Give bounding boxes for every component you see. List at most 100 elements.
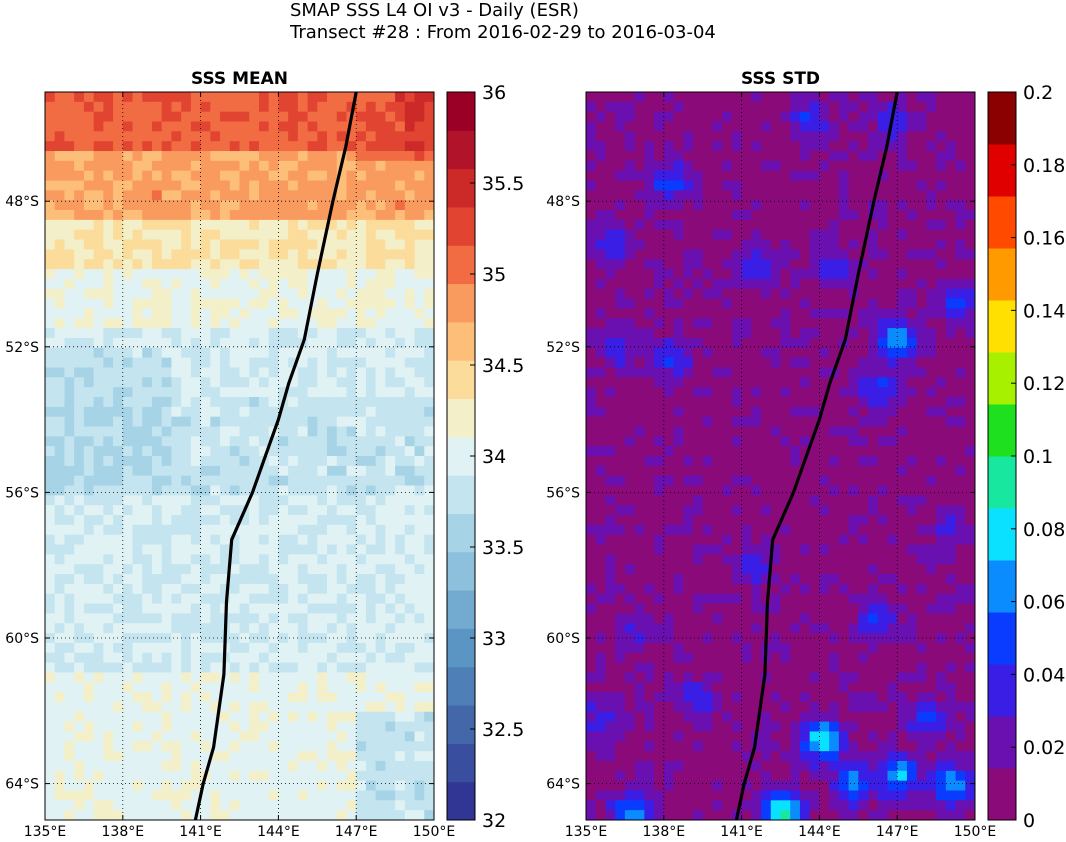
heatmap-cell xyxy=(731,544,743,555)
heatmap-cell xyxy=(317,701,328,713)
heatmap-cell xyxy=(151,308,163,319)
heatmap-cell xyxy=(181,170,192,182)
heatmap-cell xyxy=(634,190,645,201)
heatmap-cell xyxy=(74,416,85,428)
heatmap-cell xyxy=(906,456,918,467)
heatmap-cell xyxy=(819,151,830,162)
heatmap-cell xyxy=(142,613,153,624)
heatmap-cell xyxy=(936,495,947,506)
heatmap-cell xyxy=(906,308,918,319)
heatmap-cell xyxy=(916,544,927,555)
heatmap-cell xyxy=(64,662,75,674)
heatmap-cell xyxy=(702,426,714,437)
heatmap-cell xyxy=(122,751,134,762)
heatmap-cell xyxy=(395,357,406,369)
heatmap-cell xyxy=(103,396,114,408)
heatmap-cell xyxy=(132,465,143,477)
heatmap-cell xyxy=(54,593,66,605)
heatmap-cell xyxy=(64,357,75,369)
heatmap-cell xyxy=(64,249,75,260)
heatmap-cell xyxy=(424,259,434,270)
heatmap-cell xyxy=(74,505,85,516)
heatmap-cell xyxy=(278,642,289,654)
heatmap-cell xyxy=(171,190,182,201)
heatmap-cell xyxy=(702,446,714,457)
heatmap-cell xyxy=(722,347,733,359)
heatmap-cell xyxy=(848,239,859,251)
heatmap-cell xyxy=(210,141,221,152)
heatmap-cell xyxy=(877,141,889,152)
heatmap-cell xyxy=(210,603,221,615)
heatmap-cell xyxy=(268,406,279,418)
heatmap-cell xyxy=(395,465,406,477)
heatmap-cell xyxy=(799,485,811,496)
heatmap-cell xyxy=(83,396,95,408)
heatmap-cell xyxy=(336,239,348,251)
heatmap-cell xyxy=(181,269,192,280)
heatmap-cell xyxy=(229,810,241,820)
heatmap-cell xyxy=(151,554,163,565)
heatmap-cell xyxy=(375,416,386,428)
heatmap-cell xyxy=(54,623,66,634)
heatmap-cell xyxy=(965,524,975,536)
heatmap-cell xyxy=(132,564,143,575)
heatmap-cell xyxy=(955,505,966,516)
heatmap-cell xyxy=(278,377,289,388)
heatmap-cell xyxy=(868,269,879,280)
heatmap-cell xyxy=(288,495,299,506)
heatmap-cell xyxy=(424,613,434,624)
heatmap-cell xyxy=(93,259,104,270)
heatmap-cell xyxy=(45,396,56,408)
heatmap-cell xyxy=(741,485,752,496)
heatmap-cell xyxy=(692,485,704,496)
heatmap-cell xyxy=(751,485,762,496)
heatmap-cell xyxy=(424,810,434,820)
heatmap-cell xyxy=(113,190,124,201)
heatmap-cell xyxy=(945,111,957,123)
heatmap-cell xyxy=(424,180,434,191)
heatmap-cell xyxy=(887,495,898,506)
heatmap-cell xyxy=(113,662,124,674)
heatmap-cell xyxy=(317,574,328,585)
heatmap-cell xyxy=(103,810,114,820)
heatmap-cell xyxy=(722,308,733,319)
heatmap-cell xyxy=(210,318,221,329)
heatmap-cell xyxy=(64,269,75,280)
heatmap-cell xyxy=(365,780,377,792)
heatmap-cell xyxy=(634,426,645,437)
heatmap-cell xyxy=(161,534,173,546)
heatmap-cell xyxy=(965,347,975,359)
heatmap-cell xyxy=(692,151,704,162)
heatmap-cell xyxy=(424,160,434,172)
heatmap-cell xyxy=(288,800,299,811)
heatmap-cell xyxy=(634,318,645,329)
heatmap-cell xyxy=(605,200,616,211)
heatmap-cell xyxy=(249,151,260,162)
heatmap-cell xyxy=(297,416,309,428)
heatmap-cell xyxy=(288,682,299,693)
heatmap-cell xyxy=(74,642,85,654)
heatmap-cell xyxy=(278,259,289,270)
heatmap-cell xyxy=(722,377,733,388)
heatmap-cell xyxy=(171,741,182,752)
heatmap-cell xyxy=(955,308,966,319)
heatmap-cell xyxy=(132,426,143,437)
heatmap-cell xyxy=(45,662,56,674)
heatmap-cell xyxy=(327,229,338,241)
heatmap-cell xyxy=(751,121,762,132)
heatmap-cell xyxy=(132,495,143,506)
heatmap-cell xyxy=(327,259,338,270)
heatmap-cell xyxy=(161,436,173,447)
heatmap-cell xyxy=(395,456,406,467)
heatmap-cell xyxy=(142,721,153,733)
heatmap-cell xyxy=(171,475,182,487)
heatmap-cell xyxy=(45,170,56,182)
heatmap-cell xyxy=(722,426,733,437)
heatmap-cell xyxy=(404,190,416,201)
heatmap-cell xyxy=(936,308,947,319)
heatmap-cell xyxy=(83,692,95,703)
heatmap-cell xyxy=(663,141,675,152)
heatmap-cell xyxy=(268,456,279,467)
heatmap-cell xyxy=(790,111,801,123)
heatmap-cell xyxy=(45,416,56,428)
